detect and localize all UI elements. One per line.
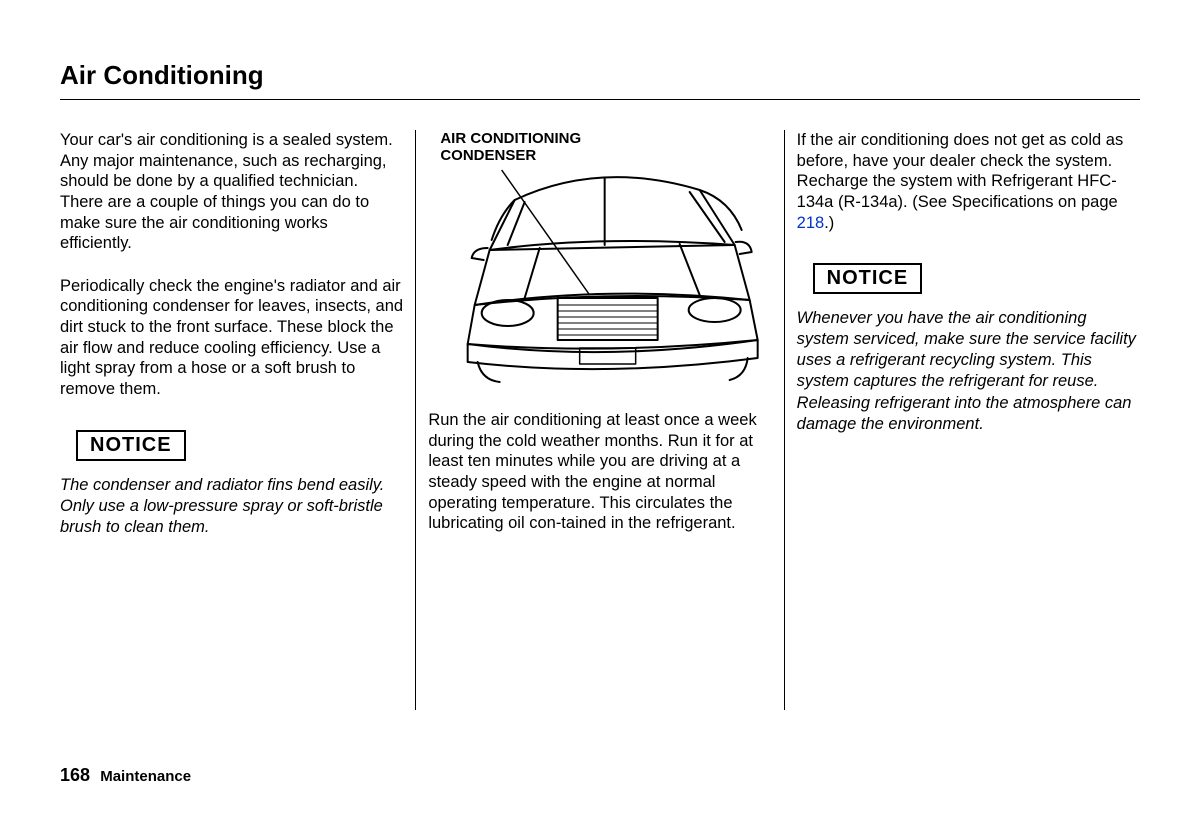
page-footer: 168 Maintenance — [60, 765, 191, 786]
diagram-label: AIR CONDITIONING CONDENSER — [440, 130, 581, 165]
page-title: Air Conditioning — [60, 60, 1140, 91]
notice-box-2: NOTICE — [813, 263, 923, 294]
notice-box-1: NOTICE — [76, 430, 186, 461]
notice-text-2: Whenever you have the air conditioning s… — [797, 308, 1140, 435]
car-svg — [428, 130, 771, 400]
col1-paragraph-2: Periodically check the engine's radiator… — [60, 276, 403, 400]
car-diagram: AIR CONDITIONING CONDENSER — [428, 130, 771, 400]
column-3: If the air conditioning does not get as … — [785, 130, 1140, 710]
col3-p1-before: If the air conditioning does not get as … — [797, 131, 1124, 211]
content-columns: Your car's air conditioning is a sealed … — [60, 130, 1140, 710]
title-rule — [60, 99, 1140, 100]
column-1: Your car's air conditioning is a sealed … — [60, 130, 416, 710]
col2-paragraph-1: Run the air conditioning at least once a… — [428, 410, 771, 534]
col3-paragraph-1: If the air conditioning does not get as … — [797, 130, 1140, 233]
notice-text-1: The condenser and radiator fins bend eas… — [60, 475, 403, 538]
column-2: AIR CONDITIONING CONDENSER — [416, 130, 784, 710]
page-link-218[interactable]: 218 — [797, 214, 825, 232]
col3-p1-after: .) — [824, 214, 834, 232]
col1-paragraph-1: Your car's air conditioning is a sealed … — [60, 130, 403, 254]
page-number: 168 — [60, 765, 90, 785]
diagram-label-line1: AIR CONDITIONING — [440, 130, 581, 147]
section-name: Maintenance — [100, 768, 191, 785]
diagram-label-line2: CONDENSER — [440, 147, 536, 164]
